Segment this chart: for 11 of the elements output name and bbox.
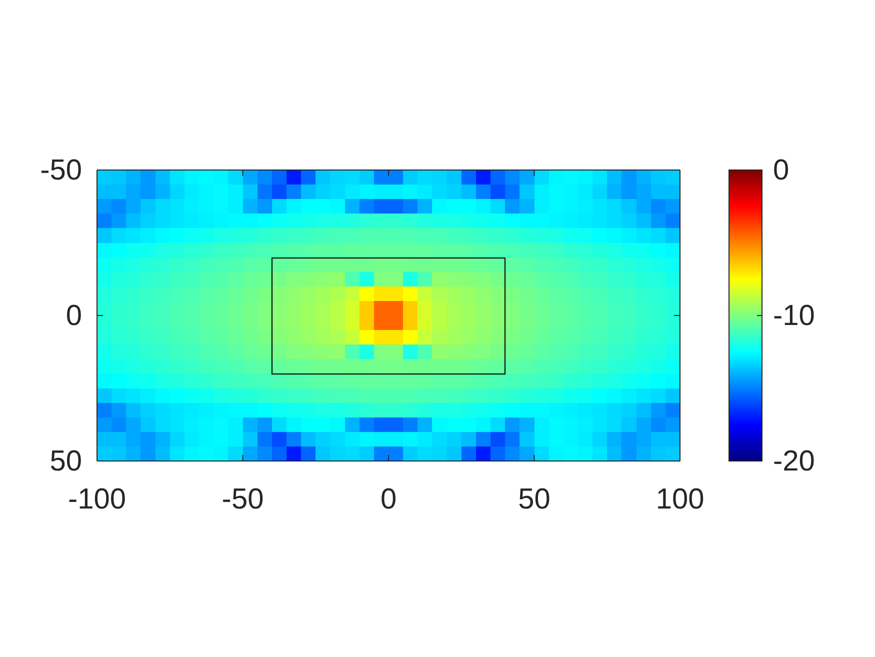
x-tick-label: 100 bbox=[656, 484, 704, 516]
x-tick-label: 50 bbox=[518, 484, 550, 516]
y-tick-label: 50 bbox=[50, 445, 82, 478]
color-bar-label: -10 bbox=[773, 300, 815, 332]
x-tick-label: -50 bbox=[222, 484, 264, 516]
x-tick-label: -100 bbox=[68, 484, 126, 516]
color-bar-label: -20 bbox=[773, 445, 815, 478]
color-bar-label: 0 bbox=[773, 154, 790, 186]
y-tick-label: 0 bbox=[66, 300, 82, 332]
y-tick-label: -50 bbox=[40, 154, 82, 186]
x-tick-label: 0 bbox=[380, 484, 397, 516]
